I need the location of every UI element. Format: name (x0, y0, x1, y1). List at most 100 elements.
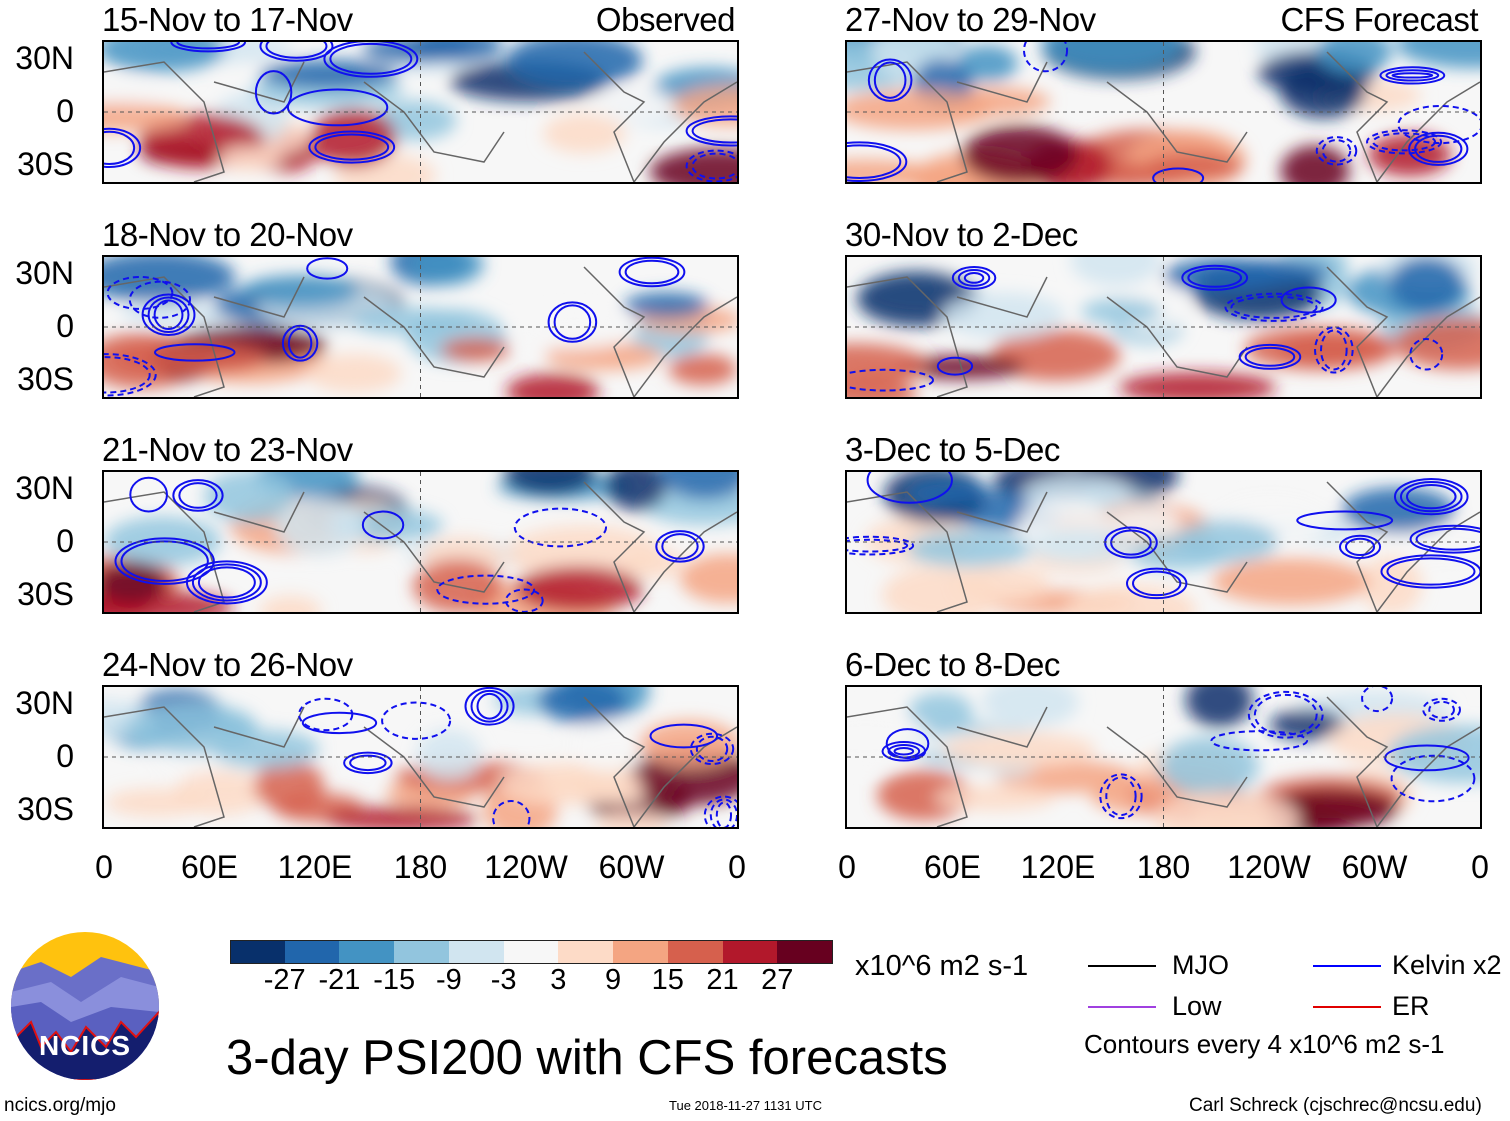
legend-mjo-label: MJO (1172, 950, 1229, 980)
legend-er-label: ER (1392, 991, 1430, 1021)
kelvin-contour (1415, 527, 1480, 551)
map-panel (845, 40, 1482, 184)
anomaly-shading (505, 525, 663, 582)
panel-title: 27-Nov to 29-Nov (845, 1, 1096, 38)
kelvin-contour (685, 115, 737, 147)
kelvin-contour (172, 479, 224, 512)
map-panel (845, 685, 1482, 829)
anomaly-shading (1395, 42, 1480, 69)
lon-label: 120E (277, 849, 353, 885)
coastlines (104, 266, 737, 397)
anomaly-shading (1118, 372, 1277, 397)
anomaly-shading (1066, 584, 1197, 612)
kelvin-contour (492, 800, 531, 827)
kelvin-contour (265, 42, 328, 59)
kelvin-contour (1361, 687, 1394, 713)
anomaly-shading (668, 353, 737, 386)
anomaly-shading (638, 720, 737, 767)
kelvin-contour (106, 275, 174, 310)
kelvin-contour (178, 482, 218, 509)
colorbar-label: 15 (651, 964, 684, 996)
colorbar-swatch (722, 940, 779, 964)
lon-label: 60E (181, 849, 238, 885)
anomaly-shading (241, 275, 359, 307)
anomaly-shading (847, 343, 927, 387)
colorbar-label: 21 (706, 964, 739, 996)
kelvin-contour (513, 507, 608, 548)
anomaly-shading (1269, 709, 1346, 740)
lat-label: 30S (17, 791, 74, 827)
panel-title: 21-Nov to 23-Nov (102, 431, 353, 468)
kelvin-contour (1338, 534, 1382, 560)
lon-label: 120E (1020, 849, 1096, 885)
lon-label: 0 (728, 849, 746, 885)
kelvin-contour (936, 356, 974, 376)
anomaly-shading (416, 729, 481, 782)
anomaly-shading (908, 692, 974, 734)
kelvin-contour (254, 70, 293, 115)
kelvin-contour (1385, 69, 1440, 82)
lat-label: 30S (17, 576, 74, 612)
kelvin-contour (963, 272, 985, 284)
anomaly-shading (503, 472, 597, 496)
anomaly-shading (1316, 42, 1392, 75)
lat-label: 0 (56, 93, 74, 129)
kelvin-contour (695, 735, 729, 763)
kelvin-contour (1366, 129, 1443, 155)
kelvin-contour (547, 301, 598, 343)
kelvin-contour (624, 259, 680, 285)
lat-label: 30S (17, 361, 74, 397)
coastlines (847, 696, 1480, 827)
kelvin-contour (104, 353, 157, 397)
anomaly-shading (362, 42, 472, 63)
kelvin-contour (381, 701, 452, 740)
kelvin-contour (847, 538, 909, 553)
kelvin-contour (170, 42, 247, 53)
map-panel (845, 255, 1482, 399)
colorbar-label: -9 (436, 964, 462, 996)
colorbar-swatch (394, 940, 450, 964)
kelvin-contour (361, 510, 405, 540)
kelvin-contour (881, 741, 927, 762)
map-panel (102, 470, 739, 614)
panel-title: 18-Nov to 20-Nov (102, 216, 353, 253)
anomaly-shading (104, 257, 236, 303)
anomaly-shading (1070, 257, 1162, 287)
logo-text: NCICS (38, 1030, 132, 1061)
lat-label: 0 (56, 308, 74, 344)
lat-label: 30N (15, 685, 74, 721)
kelvin-contour (1099, 773, 1143, 820)
kelvin-contour (114, 537, 215, 585)
anomaly-shading (307, 353, 402, 393)
anomaly-shading (1145, 153, 1243, 181)
legend-kelvin-line (1313, 965, 1381, 967)
anomaly-shading (1389, 257, 1465, 312)
kelvin-contour (1405, 484, 1457, 510)
kelvin-contour (287, 327, 313, 359)
anomaly-shading (514, 566, 644, 612)
kelvin-contour (104, 130, 136, 165)
kelvin-contour (847, 535, 915, 556)
kelvin-contour (1187, 267, 1243, 288)
anomaly-shading (1341, 487, 1455, 534)
kelvin-contour (1105, 776, 1137, 817)
anomaly-shading (324, 806, 478, 827)
legend-low-line (1088, 1006, 1156, 1008)
anomaly-shading (940, 292, 1065, 339)
anomaly-shading (624, 292, 709, 319)
lat-label: 30S (17, 146, 74, 182)
kelvin-contour (1181, 264, 1249, 291)
legend-low-label: Low (1172, 991, 1222, 1021)
kelvin-contour (153, 299, 184, 331)
lon-label: 120W (484, 849, 568, 885)
lon-label: 180 (393, 849, 448, 885)
kelvin-contour (301, 711, 378, 735)
colorbar-label: 3 (550, 964, 567, 996)
anomaly-shading (1041, 42, 1183, 72)
anomaly-shading (204, 472, 294, 523)
kelvin-contour (685, 149, 737, 182)
kelvin-contour (1321, 139, 1352, 163)
kelvin-contour (1380, 554, 1480, 589)
anomaly-shading (1199, 259, 1331, 287)
kelvin-contour (1408, 131, 1469, 166)
